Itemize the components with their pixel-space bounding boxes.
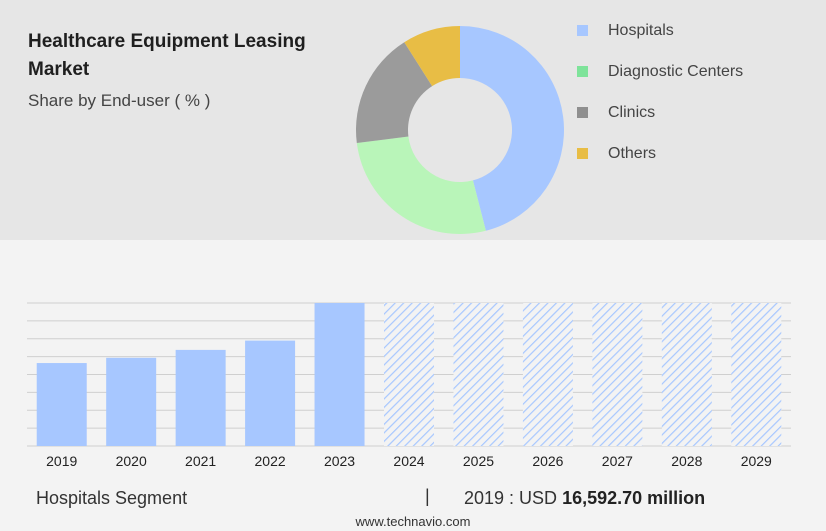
- chart-title: Healthcare Equipment Leasing Market: [28, 31, 306, 80]
- x-tick-label: 2028: [671, 453, 702, 469]
- legend-item-diagnostic-centers: Diagnostic Centers: [577, 51, 743, 92]
- bar-2021: [175, 349, 226, 446]
- legend-swatch: [577, 148, 588, 159]
- donut-slice-others: [404, 26, 460, 87]
- legend-swatch: [577, 107, 588, 118]
- donut-slice-diagnostic-centers: [356, 136, 486, 234]
- legend-label: Clinics: [608, 103, 656, 121]
- legend-item-hospitals: Hospitals: [577, 10, 743, 51]
- bar-2025: [453, 303, 504, 446]
- donut-slice-clinics: [356, 42, 433, 144]
- legend-label: Hospitals: [608, 21, 674, 39]
- segment-value: 2019 : USD 16,592.70 million: [464, 488, 705, 509]
- bar-2020: [106, 357, 157, 446]
- bar-2029: [731, 303, 782, 446]
- chart-subtitle: Share by End-user ( % ): [28, 91, 211, 110]
- x-tick-label: 2020: [116, 453, 147, 469]
- x-tick-label: 2024: [393, 453, 424, 469]
- bar-2026: [522, 303, 573, 446]
- bar-2022: [245, 340, 296, 446]
- bar-2024: [384, 303, 434, 446]
- x-tick-label: 2019: [46, 453, 77, 469]
- footer-separator: |: [425, 486, 430, 506]
- bar-2027: [592, 303, 643, 446]
- segment-value-amount: 16,592.70 million: [562, 488, 706, 508]
- segment-value-prefix: 2019 : USD: [464, 488, 563, 508]
- segment-label: Hospitals Segment: [36, 488, 188, 508]
- x-tick-label: 2027: [602, 453, 633, 469]
- legend: Hospitals Diagnostic Centers Clinics Oth…: [577, 10, 743, 174]
- bar-2023: [314, 303, 365, 446]
- bar-2028: [661, 303, 712, 446]
- x-tick-label: 2023: [324, 453, 355, 469]
- donut-slice-hospitals: [460, 26, 565, 231]
- x-tick-label: 2029: [741, 453, 772, 469]
- legend-item-others: Others: [577, 133, 743, 174]
- bar-2019: [36, 363, 87, 446]
- legend-swatch: [577, 25, 588, 36]
- x-tick-label: 2026: [532, 453, 563, 469]
- legend-label: Diagnostic Centers: [608, 62, 744, 80]
- x-tick-label: 2022: [255, 453, 286, 469]
- legend-item-clinics: Clinics: [577, 92, 743, 133]
- x-tick-label: 2021: [185, 453, 216, 469]
- donut-chart: [356, 26, 565, 234]
- x-tick-label: 2025: [463, 453, 494, 469]
- bar-chart: 2019 2020 2021 2022 2023 2024 2025 2026 2027 2028…: [27, 302, 791, 469]
- legend-label: Others: [608, 144, 657, 162]
- source-link[interactable]: www.technavio.com: [355, 514, 471, 529]
- legend-swatch: [577, 66, 588, 77]
